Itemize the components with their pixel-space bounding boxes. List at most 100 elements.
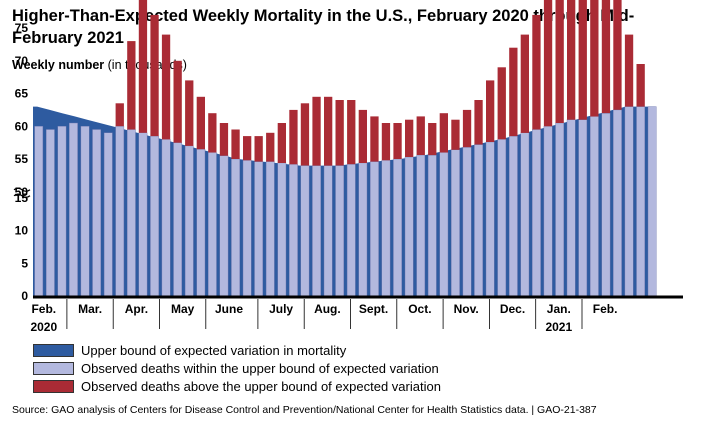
bar-within bbox=[346, 163, 356, 297]
x-tick-label: Mar. bbox=[78, 302, 102, 316]
bar-above bbox=[567, 0, 576, 120]
chart-title: Higher-Than-Expected Weekly Mortality in… bbox=[12, 5, 702, 49]
x-tick-label: Oct. bbox=[408, 302, 431, 316]
bar-above bbox=[405, 119, 414, 157]
bar-within bbox=[543, 126, 553, 297]
mortality-chart: 05101550556065707580859095Feb.2020Mar.Ap… bbox=[13, 0, 683, 334]
y-tick-label: 55 bbox=[15, 152, 29, 166]
y-axis-label-bold: Weekly number bbox=[12, 58, 105, 72]
legend-swatch-within bbox=[33, 362, 74, 375]
bar-above bbox=[254, 136, 263, 162]
bar-above bbox=[243, 136, 252, 161]
legend-swatch-above bbox=[33, 380, 74, 393]
bar-within bbox=[601, 112, 611, 297]
bar-within bbox=[161, 139, 171, 297]
bar-above bbox=[370, 116, 379, 162]
bar-within bbox=[289, 163, 298, 297]
bar-within bbox=[57, 126, 67, 297]
bar-above bbox=[358, 109, 367, 163]
bar-within bbox=[613, 109, 622, 297]
y-tick-label: 75 bbox=[15, 21, 29, 35]
bar-within bbox=[370, 161, 379, 297]
bar-above bbox=[497, 67, 506, 140]
bar-within bbox=[92, 129, 102, 297]
bar-above bbox=[601, 0, 611, 114]
bar-above bbox=[381, 123, 391, 161]
bar-within bbox=[439, 152, 449, 297]
bar-within bbox=[532, 129, 541, 297]
bar-within bbox=[566, 119, 576, 297]
bar-within bbox=[231, 158, 240, 297]
bar-above bbox=[115, 103, 124, 127]
x-tick-year-label: 2020 bbox=[30, 320, 57, 334]
bar-above bbox=[196, 96, 205, 150]
bar-above bbox=[231, 129, 240, 159]
legend-item-above: Observed deaths above the upper bound of… bbox=[33, 378, 441, 395]
bar-within bbox=[265, 161, 275, 297]
bar-above bbox=[428, 123, 437, 156]
bar-within bbox=[323, 165, 333, 297]
bar-above bbox=[138, 0, 148, 133]
x-tick-label: Nov. bbox=[454, 302, 479, 316]
bar-within bbox=[173, 142, 183, 297]
bar-above bbox=[208, 113, 217, 153]
bar-within bbox=[277, 162, 287, 297]
bar-within bbox=[138, 132, 148, 297]
bar-above bbox=[416, 116, 425, 155]
bar-above bbox=[347, 100, 356, 165]
bar-within bbox=[451, 149, 460, 297]
bar-within bbox=[509, 135, 518, 297]
bar-within bbox=[474, 144, 483, 297]
bar-above bbox=[300, 103, 310, 166]
bar-above bbox=[509, 47, 518, 137]
bar-above bbox=[555, 0, 564, 124]
bar-within bbox=[103, 132, 113, 297]
bar-above bbox=[393, 123, 402, 159]
bar-within bbox=[624, 106, 634, 297]
legend-label-upper-bound: Upper bound of expected variation in mor… bbox=[81, 343, 347, 358]
bar-above bbox=[462, 109, 472, 148]
bar-above bbox=[289, 109, 298, 165]
bar-within bbox=[358, 162, 368, 297]
source-note: Source: GAO analysis of Centers for Dise… bbox=[12, 404, 597, 416]
y-tick-label: 10 bbox=[15, 224, 29, 238]
bar-within bbox=[254, 161, 264, 297]
bar-above bbox=[185, 80, 194, 146]
title-line-1: Higher-Than-Expected Weekly Mortality in… bbox=[12, 7, 635, 25]
bar-above bbox=[266, 132, 275, 162]
bar-within bbox=[126, 129, 136, 297]
bar-within bbox=[647, 106, 657, 297]
bar-above bbox=[636, 64, 645, 107]
bar-within bbox=[80, 126, 90, 297]
bar-above bbox=[161, 34, 171, 140]
bar-above bbox=[219, 123, 229, 156]
x-tick-year-label: 2021 bbox=[545, 320, 572, 334]
bar-above bbox=[590, 0, 599, 117]
bar-within bbox=[219, 155, 229, 297]
bar-above bbox=[173, 60, 182, 143]
bar-within bbox=[34, 126, 44, 297]
bar-above bbox=[150, 14, 159, 137]
bar-above bbox=[127, 41, 136, 130]
bar-within bbox=[69, 122, 78, 297]
bar-within bbox=[416, 154, 426, 297]
bar-within bbox=[242, 160, 252, 297]
bar-within bbox=[115, 126, 125, 297]
legend: Upper bound of expected variation in mor… bbox=[33, 342, 441, 396]
legend-swatch-upper-bound bbox=[33, 344, 74, 357]
y-tick-label: 65 bbox=[15, 87, 29, 101]
bar-within bbox=[404, 156, 414, 297]
bar-within bbox=[207, 152, 217, 297]
x-tick-label: Aug. bbox=[314, 302, 341, 316]
legend-label-within: Observed deaths within the upper bound o… bbox=[81, 361, 439, 376]
bar-above bbox=[439, 113, 448, 153]
bar-within bbox=[590, 116, 599, 297]
bar-above bbox=[312, 96, 321, 166]
bar-within bbox=[555, 122, 565, 297]
bar-above bbox=[578, 0, 587, 120]
x-tick-label: Dec. bbox=[500, 302, 525, 316]
x-tick-label: Sept. bbox=[359, 302, 388, 316]
bar-within bbox=[520, 132, 530, 297]
bar-above bbox=[613, 0, 622, 110]
bar-within bbox=[46, 129, 55, 297]
